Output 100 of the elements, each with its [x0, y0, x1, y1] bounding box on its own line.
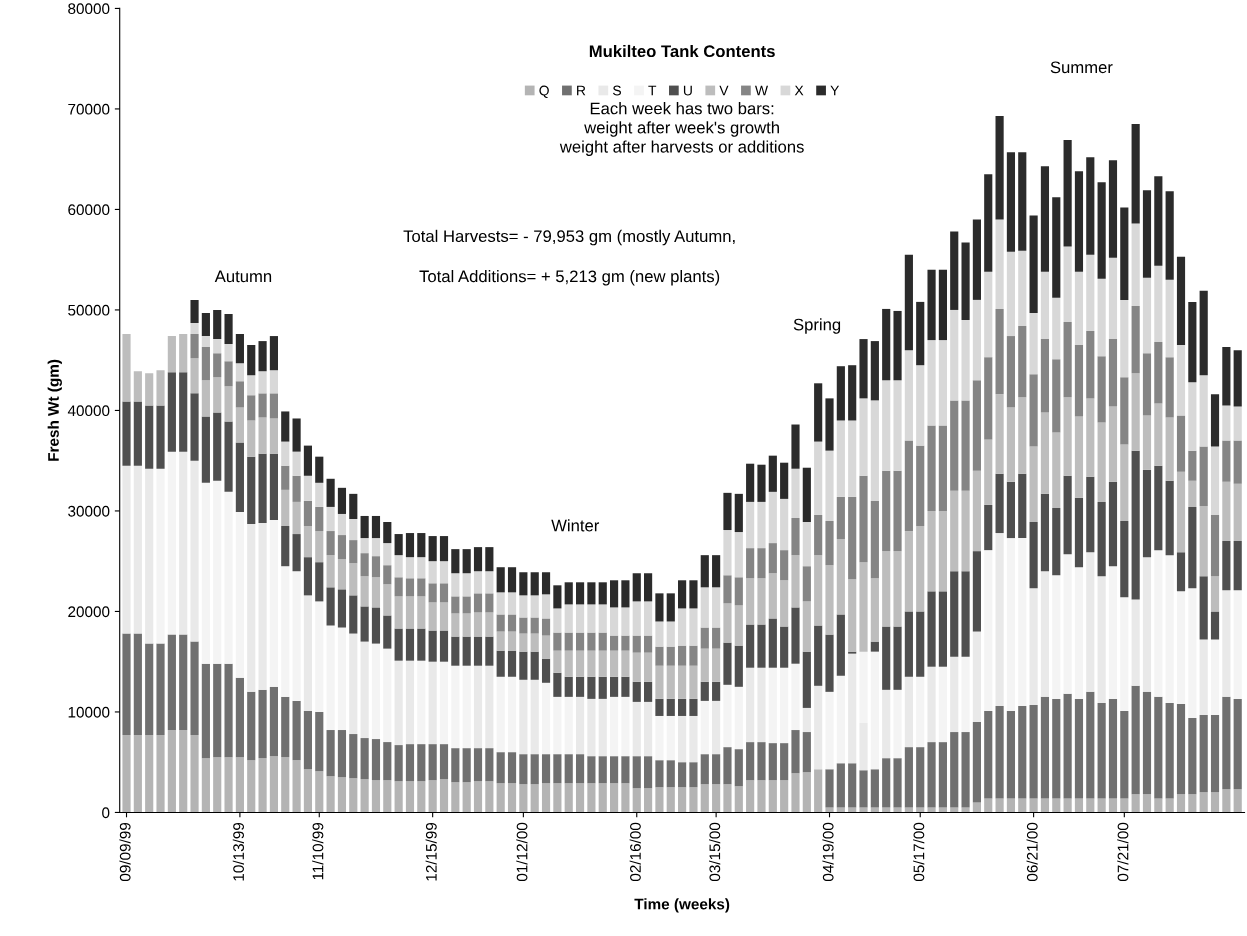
- bar: [496, 650, 505, 677]
- bar: [224, 386, 233, 422]
- y-tick-label: 20000: [68, 606, 110, 618]
- bar: [1097, 798, 1106, 813]
- bar: [145, 373, 154, 406]
- bar: [405, 781, 415, 813]
- bar: [281, 441, 290, 466]
- bar: [553, 696, 562, 755]
- bar: [1142, 415, 1152, 470]
- bar: [848, 763, 857, 808]
- bar: [972, 551, 981, 632]
- bar: [1040, 166, 1050, 272]
- bar: [927, 340, 936, 426]
- bar: [575, 676, 585, 697]
- x-tick-label: 10/13/99: [232, 822, 244, 881]
- bar: [632, 681, 641, 702]
- bar: [1154, 798, 1163, 813]
- bar: [712, 784, 721, 813]
- bar: [1086, 254, 1095, 332]
- bar: [349, 493, 358, 519]
- bar: [473, 612, 483, 637]
- bar: [587, 650, 596, 677]
- bar: [133, 735, 142, 813]
- bar: [417, 628, 426, 661]
- bar: [247, 760, 256, 813]
- bar: [133, 401, 142, 466]
- bar: [371, 538, 381, 557]
- bar: [349, 734, 358, 779]
- bar: [1018, 473, 1027, 539]
- bar: [439, 779, 449, 813]
- bar: [473, 593, 483, 613]
- bar: [632, 573, 641, 602]
- bar: [836, 763, 845, 808]
- bar: [666, 787, 675, 813]
- bar: [462, 573, 471, 597]
- bar: [201, 380, 210, 417]
- bar: [1165, 191, 1174, 280]
- bar: [507, 592, 517, 615]
- bar: [394, 745, 403, 782]
- bar: [700, 648, 709, 682]
- bar: [507, 631, 517, 651]
- bar: [428, 561, 437, 584]
- bar: [417, 744, 426, 782]
- bar: [167, 336, 176, 373]
- bar: [1131, 450, 1140, 600]
- bar: [303, 445, 313, 476]
- x-tick-label: 04/19/00: [822, 822, 834, 882]
- bar: [689, 787, 698, 813]
- bar: [485, 636, 494, 666]
- bar: [349, 518, 358, 541]
- bar: [836, 496, 845, 540]
- bar: [836, 807, 845, 813]
- bar: [428, 602, 437, 631]
- bar: [337, 513, 347, 536]
- bar: [575, 632, 585, 651]
- bar: [1074, 171, 1084, 272]
- bar: [1052, 197, 1061, 298]
- bar: [961, 319, 970, 401]
- bar: [473, 571, 483, 594]
- bar: [428, 661, 437, 745]
- bar: [247, 345, 256, 376]
- bar: [1176, 471, 1186, 553]
- y-tick-label: 30000: [68, 505, 110, 517]
- bar: [882, 626, 891, 690]
- bar: [1120, 299, 1129, 378]
- bar: [666, 760, 675, 788]
- bar: [145, 405, 154, 469]
- bar: [519, 651, 528, 680]
- bar: [746, 501, 755, 549]
- bar: [360, 606, 369, 642]
- bar: [1210, 446, 1220, 515]
- bar: [303, 557, 313, 596]
- x-tick-label: 05/17/00: [913, 822, 925, 882]
- annotation: Total Harvests= - 79,953 gm (mostly Autumn,: [403, 229, 735, 246]
- bar: [156, 468, 165, 644]
- bar: [644, 788, 653, 813]
- bar: [224, 491, 233, 664]
- bar: [984, 504, 993, 551]
- bar: [984, 357, 993, 440]
- bar: [1199, 714, 1208, 793]
- bar: [1199, 639, 1208, 715]
- bar: [235, 381, 244, 408]
- bar: [938, 742, 947, 808]
- bar: [1199, 290, 1208, 376]
- bar: [213, 309, 222, 340]
- bar: [213, 663, 222, 758]
- bar: [666, 621, 675, 647]
- bar: [292, 451, 301, 476]
- bar: [1052, 798, 1061, 813]
- bar: [145, 735, 154, 813]
- y-tick-label: 40000: [67, 405, 110, 417]
- bar: [349, 540, 358, 564]
- bar: [269, 756, 278, 813]
- bar: [1165, 798, 1174, 813]
- bar: [927, 510, 936, 592]
- bar: [473, 665, 483, 749]
- bar: [258, 341, 267, 372]
- bar: [496, 592, 505, 615]
- bar: [1097, 501, 1106, 577]
- bar: [984, 174, 993, 272]
